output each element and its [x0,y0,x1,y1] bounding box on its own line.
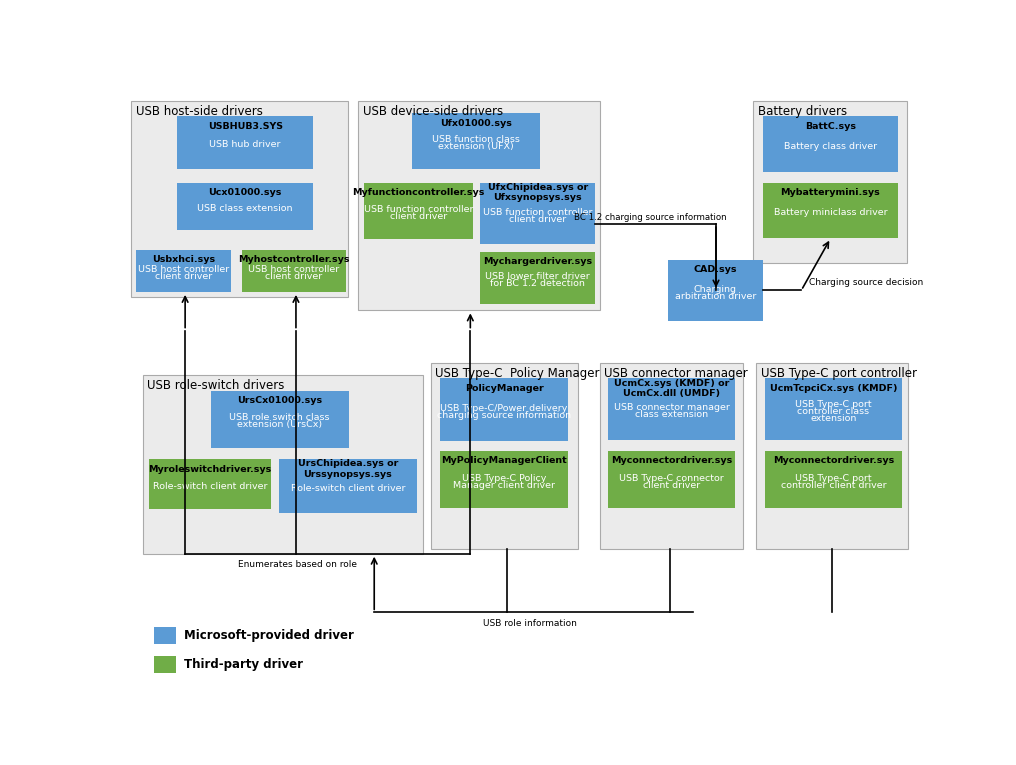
Text: Battery drivers: Battery drivers [758,106,847,119]
Text: USB hub driver: USB hub driver [209,141,281,149]
Text: USB host-side drivers: USB host-side drivers [135,106,262,119]
Text: USBHUB3.SYS: USBHUB3.SYS [207,122,282,131]
Text: Myroleswitchdriver.sys: Myroleswitchdriver.sys [148,464,271,474]
FancyBboxPatch shape [765,378,902,440]
FancyBboxPatch shape [142,375,423,554]
Text: Battery miniclass driver: Battery miniclass driver [773,208,887,217]
Text: USB Type-C port: USB Type-C port [796,400,872,409]
Text: client driver: client driver [265,272,322,281]
Text: USB connector manager: USB connector manager [605,367,748,380]
Text: USB role information: USB role information [483,619,577,627]
FancyBboxPatch shape [412,113,541,169]
Text: arbitration driver: arbitration driver [675,291,756,301]
Text: BattC.sys: BattC.sys [805,122,855,131]
Text: Enumerates based on role: Enumerates based on role [238,560,357,569]
Text: CAD.sys: CAD.sys [694,265,737,274]
Text: USB role-switch drivers: USB role-switch drivers [147,379,284,392]
FancyBboxPatch shape [762,116,898,172]
FancyBboxPatch shape [364,183,472,239]
Text: Charging: Charging [694,285,737,294]
Text: for BC 1.2 detection: for BC 1.2 detection [491,279,585,288]
FancyBboxPatch shape [440,451,568,509]
Text: Charging source decision: Charging source decision [809,278,924,288]
Text: Role-switch client driver: Role-switch client driver [291,483,405,493]
Text: USB Type-C/Power delivery: USB Type-C/Power delivery [440,404,568,413]
Text: UfxChipidea.sys or
Ufxsynopsys.sys: UfxChipidea.sys or Ufxsynopsys.sys [488,183,588,203]
Text: UcmCx.sys (KMDF) or
UcmCx.dll (UMDF): UcmCx.sys (KMDF) or UcmCx.dll (UMDF) [614,379,729,398]
Text: UrsCx01000.sys: UrsCx01000.sys [237,396,322,405]
Text: PolicyManager: PolicyManager [464,384,544,392]
FancyBboxPatch shape [668,259,762,321]
Text: USB host controller: USB host controller [138,265,230,274]
Text: USB lower filter driver: USB lower filter driver [486,272,590,282]
Text: USB Type-C connector: USB Type-C connector [619,474,723,483]
FancyBboxPatch shape [148,459,271,509]
Text: extension: extension [810,414,856,423]
Text: controller client driver: controller client driver [780,480,886,490]
Text: USB connector manager: USB connector manager [614,403,729,412]
Text: client driver: client driver [509,215,566,223]
Text: Battery class driver: Battery class driver [783,142,877,151]
Text: USB function class: USB function class [432,135,520,145]
FancyBboxPatch shape [756,363,908,549]
Text: Role-switch client driver: Role-switch client driver [152,482,267,491]
FancyBboxPatch shape [481,183,595,244]
Text: client driver: client driver [643,480,700,490]
Text: BC 1.2 charging source information: BC 1.2 charging source information [574,213,726,222]
Text: MyPolicyManagerClient: MyPolicyManagerClient [441,456,567,465]
Text: Myconnectordriver.sys: Myconnectordriver.sys [611,456,733,465]
FancyBboxPatch shape [358,101,599,311]
FancyBboxPatch shape [608,451,736,509]
Text: UrsChipidea.sys or
Urssynopsys.sys: UrsChipidea.sys or Urssynopsys.sys [298,460,398,479]
FancyBboxPatch shape [178,183,313,230]
FancyBboxPatch shape [753,101,906,262]
FancyBboxPatch shape [136,249,231,292]
FancyBboxPatch shape [279,459,417,513]
FancyBboxPatch shape [154,656,176,673]
Text: USB class extension: USB class extension [197,204,293,213]
Text: USB Type-C port: USB Type-C port [796,474,872,483]
FancyBboxPatch shape [178,116,313,169]
Text: Manager client driver: Manager client driver [453,480,555,490]
Text: Ucx01000.sys: Ucx01000.sys [208,188,281,197]
Text: UcmTcpciCx.sys (KMDF): UcmTcpciCx.sys (KMDF) [770,384,897,392]
FancyBboxPatch shape [599,363,743,549]
Text: charging source information: charging source information [437,411,571,420]
Text: extension (UrsCx): extension (UrsCx) [237,420,322,429]
FancyBboxPatch shape [608,378,736,440]
Text: class extension: class extension [635,410,708,419]
FancyBboxPatch shape [765,451,902,509]
Text: USB Type-C port controller: USB Type-C port controller [761,367,917,380]
FancyBboxPatch shape [762,183,898,238]
Text: client driver: client driver [155,272,212,281]
Text: Myfunctioncontroller.sys: Myfunctioncontroller.sys [353,188,485,197]
FancyBboxPatch shape [431,363,578,549]
Text: Microsoft-provided driver: Microsoft-provided driver [184,629,354,642]
Text: Myhostcontroller.sys: Myhostcontroller.sys [238,256,350,264]
Text: controller class: controller class [798,407,870,416]
Text: USB function controller: USB function controller [483,208,592,216]
FancyBboxPatch shape [440,378,568,441]
Text: Usbxhci.sys: Usbxhci.sys [152,256,215,264]
FancyBboxPatch shape [154,627,176,644]
Text: USB host controller: USB host controller [248,265,339,274]
Text: extension (UFX): extension (UFX) [438,142,514,151]
Text: USB role switch class: USB role switch class [230,413,330,422]
FancyBboxPatch shape [210,391,348,448]
Text: USB Type-C Policy: USB Type-C Policy [462,474,547,483]
FancyBboxPatch shape [131,101,347,298]
Text: USB function controller: USB function controller [364,205,473,214]
Text: Mybatterymini.sys: Mybatterymini.sys [780,188,880,197]
Text: client driver: client driver [390,212,447,221]
Text: Mychargerdriver.sys: Mychargerdriver.sys [484,258,592,266]
FancyBboxPatch shape [481,252,595,304]
Text: Ufx01000.sys: Ufx01000.sys [440,119,512,128]
Text: USB Type-C  Policy Manager: USB Type-C Policy Manager [436,367,600,380]
Text: Third-party driver: Third-party driver [184,658,303,671]
Text: USB device-side drivers: USB device-side drivers [363,106,503,119]
Text: Myconnectordriver.sys: Myconnectordriver.sys [773,456,894,465]
FancyBboxPatch shape [242,249,345,292]
